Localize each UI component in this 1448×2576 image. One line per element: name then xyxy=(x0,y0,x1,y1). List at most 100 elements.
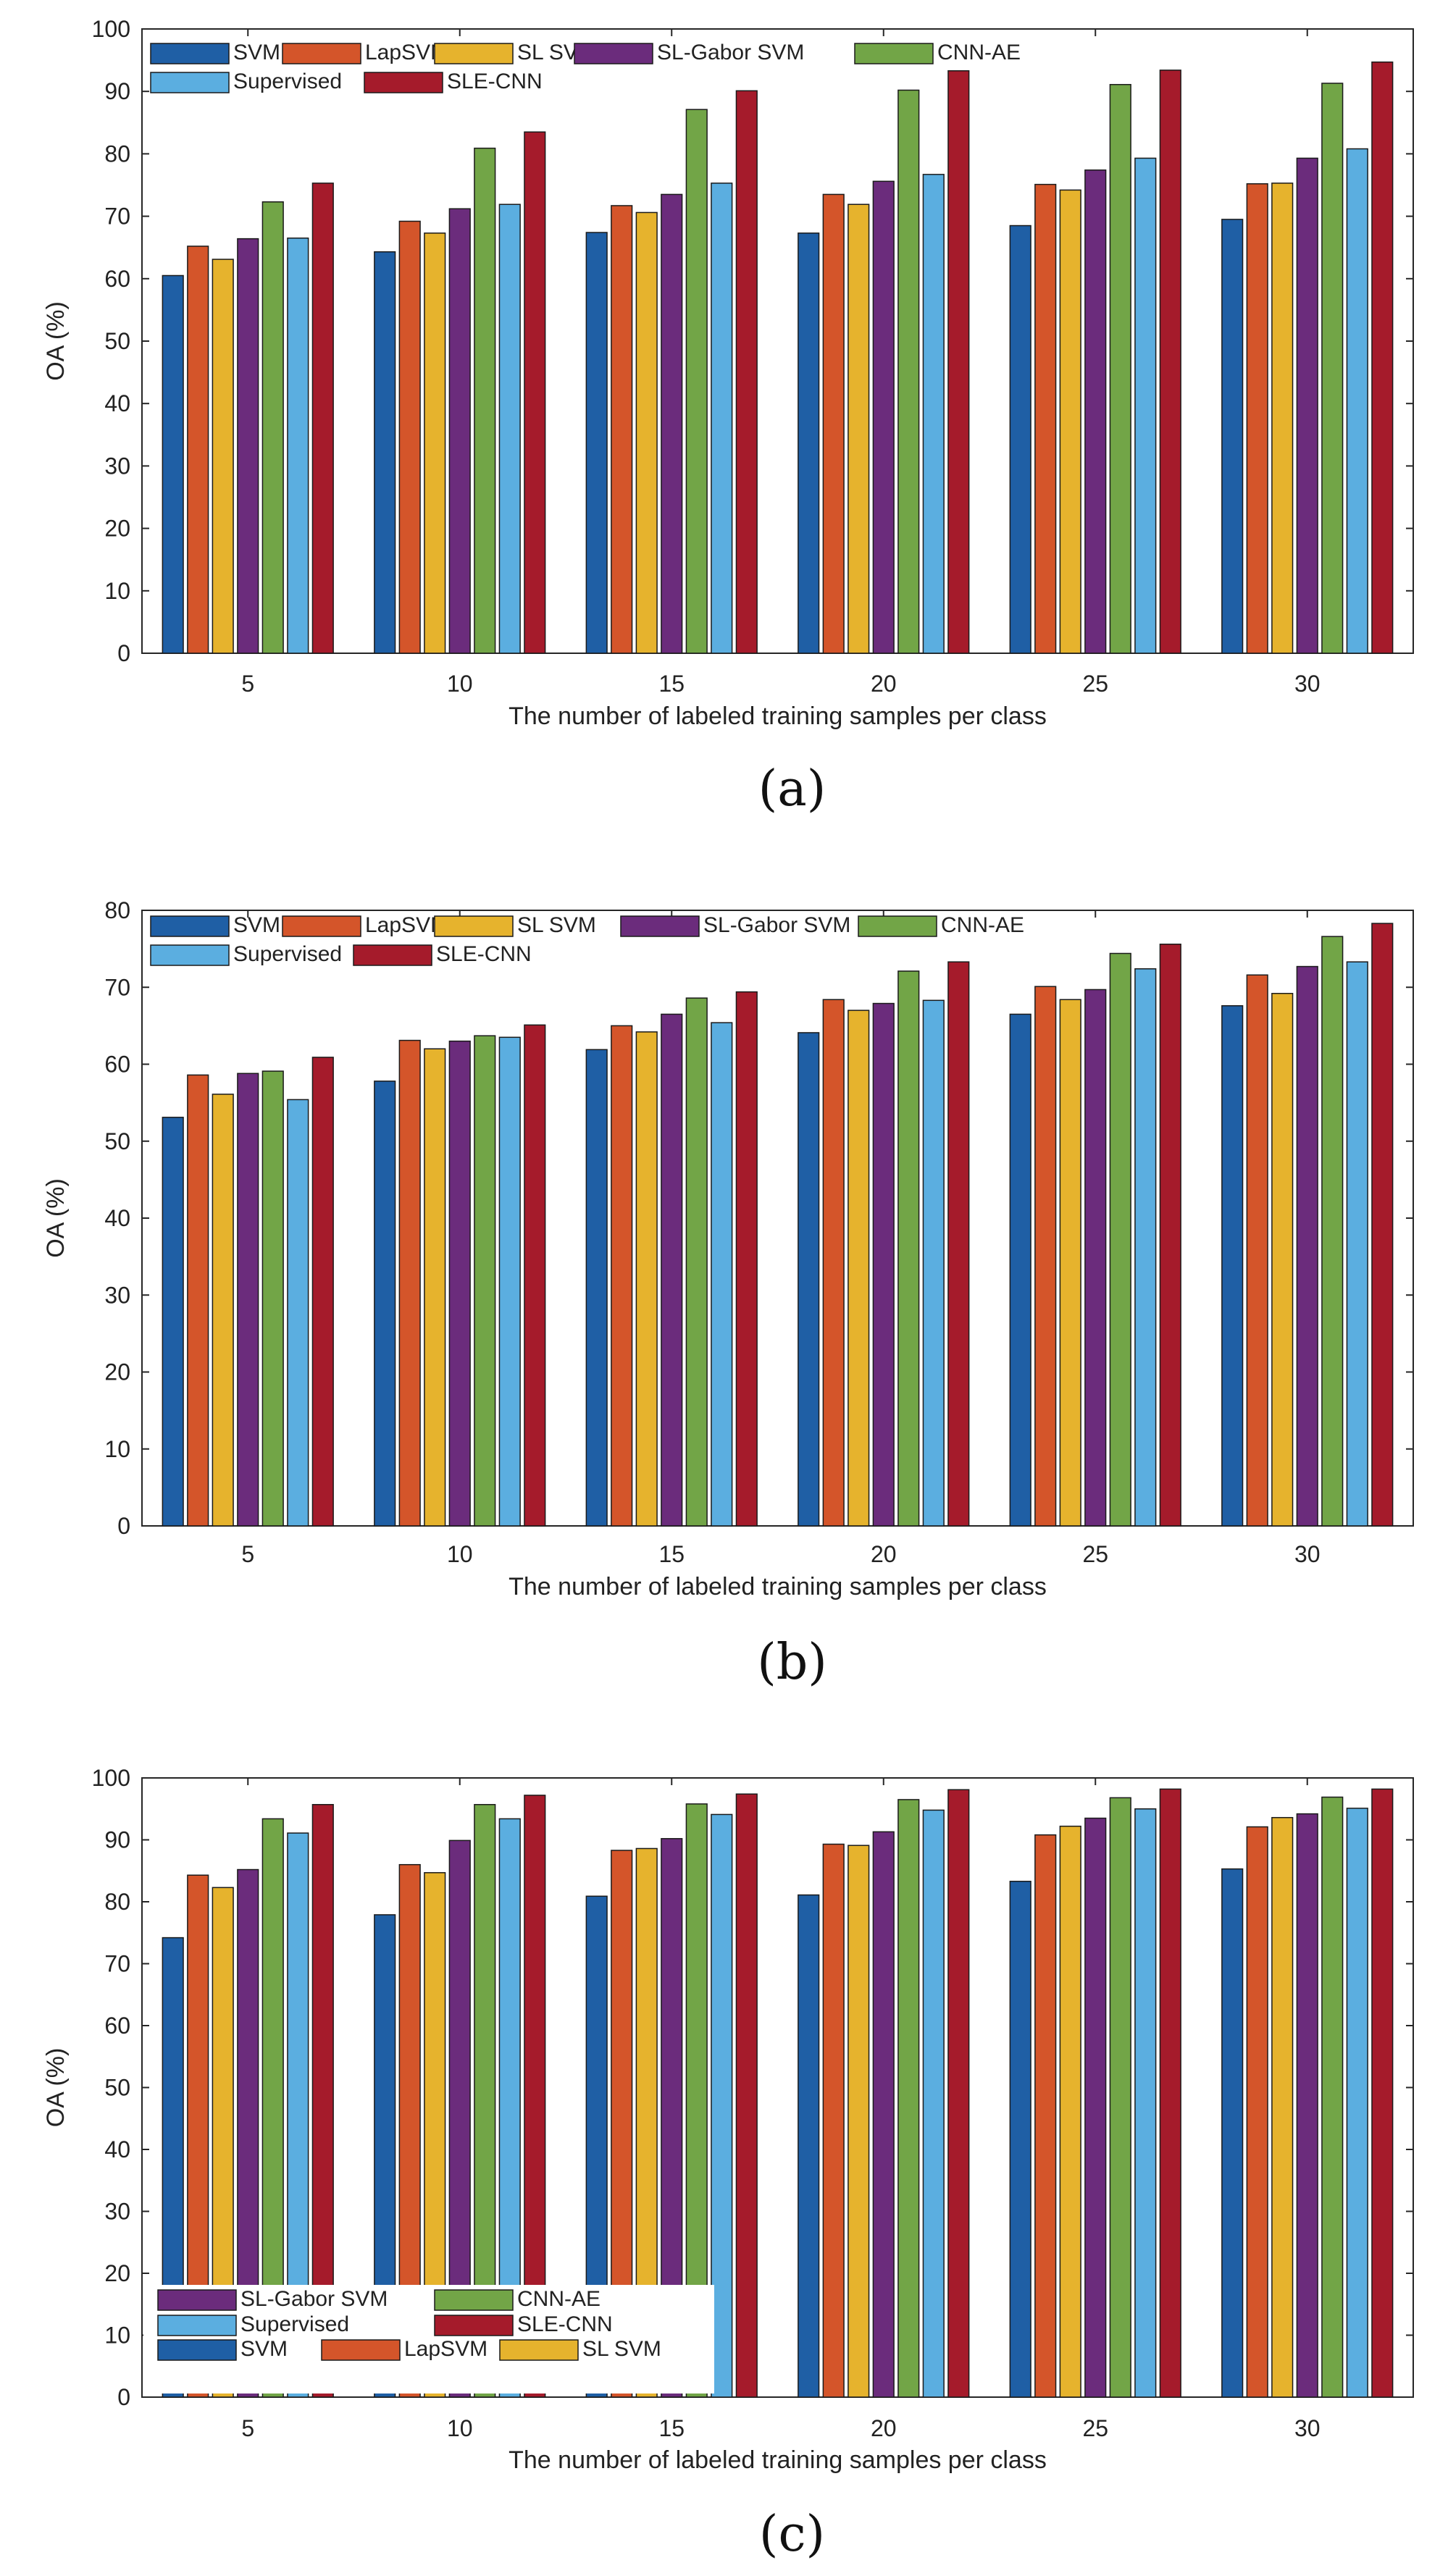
bar-sl-svm-20 xyxy=(848,1010,870,1527)
legend: SVM LapSVM SL SVM SL-Gabor SVM CNN-AESupervi… xyxy=(150,41,1021,93)
x-tick-label: 30 xyxy=(1294,1541,1321,1567)
figure-caption: (b) xyxy=(757,1634,827,1691)
y-tick-label: 0 xyxy=(117,640,130,666)
y-tick-label: 80 xyxy=(104,897,130,923)
bar-lapsvm-25 xyxy=(1034,1834,1057,2398)
legend-swatch-sle-cnn xyxy=(434,2315,514,2336)
legend-swatch-svm xyxy=(157,2339,237,2361)
y-tick-label: 70 xyxy=(104,974,130,1000)
y-tick-label: 20 xyxy=(104,2260,130,2286)
bar-lapsvm-20 xyxy=(822,193,845,654)
bar-svm-5 xyxy=(162,274,184,654)
y-tick-label: 40 xyxy=(104,2136,130,2162)
bar-lapsvm-10 xyxy=(398,1039,421,1527)
bar-supervised-10 xyxy=(498,204,521,654)
legend-label-lapsvm: LapSVM xyxy=(404,2337,487,2361)
y-tick-label: 20 xyxy=(104,516,130,542)
bar-lapsvm-30 xyxy=(1246,183,1268,654)
y-axis-label: OA (%) xyxy=(42,1178,70,1258)
x-tick-label: 20 xyxy=(871,1541,897,1567)
bar-sle-cnn-10 xyxy=(524,131,546,654)
bar-supervised-15 xyxy=(711,1813,733,2398)
bar-sl-gabor-svm-5 xyxy=(237,238,259,654)
legend-label-sle-cnn: SLE-CNN xyxy=(517,2312,613,2336)
bar-lapsvm-10 xyxy=(398,220,421,654)
bar-sl-gabor-svm-20 xyxy=(872,1002,895,1527)
legend-label-svm: SVM xyxy=(240,2337,288,2361)
legend-swatch-cnn-ae xyxy=(854,43,934,64)
bar-sl-svm-30 xyxy=(1271,993,1294,1527)
bar-svm-10 xyxy=(374,251,396,654)
bar-sl-svm-20 xyxy=(848,204,870,654)
legend-swatch-sl-svm xyxy=(434,43,514,64)
y-tick-label: 30 xyxy=(104,2199,130,2225)
legend-swatch-sl-gabor-svm xyxy=(620,915,700,937)
bar-sle-cnn-20 xyxy=(947,961,970,1527)
bar-sl-gabor-svm-30 xyxy=(1296,1813,1318,2398)
bar-sl-gabor-svm-10 xyxy=(448,1040,471,1527)
bar-svm-15 xyxy=(585,1049,608,1527)
y-tick-label: 20 xyxy=(104,1359,130,1385)
bar-sle-cnn-5 xyxy=(311,1057,334,1527)
bar-cnn-ae-5 xyxy=(261,1070,284,1527)
y-tick-label: 60 xyxy=(104,266,130,292)
legend-swatch-cnn-ae xyxy=(858,915,937,937)
bar-supervised-5 xyxy=(287,238,309,654)
bar-cnn-ae-20 xyxy=(897,1799,920,2398)
legend-label-cnn-ae: CNN-AE xyxy=(517,2287,600,2311)
bar-svm-30 xyxy=(1221,219,1244,654)
bar-sl-svm-25 xyxy=(1059,189,1081,654)
bar-sle-cnn-30 xyxy=(1371,1788,1394,2398)
bar-sl-svm-25 xyxy=(1059,1825,1081,2398)
bar-sl-svm-10 xyxy=(424,1048,446,1527)
legend-swatch-supervised xyxy=(150,944,230,966)
legend-swatch-svm xyxy=(150,915,230,937)
bar-sle-cnn-25 xyxy=(1159,1788,1181,2398)
bar-supervised-25 xyxy=(1134,968,1157,1527)
legend-swatch-lapsvm xyxy=(321,2339,401,2361)
x-tick-label: 15 xyxy=(658,1541,685,1567)
bar-cnn-ae-25 xyxy=(1109,83,1131,654)
y-tick-label: 90 xyxy=(104,1827,130,1853)
bar-supervised-30 xyxy=(1346,148,1368,654)
legend-label-cnn-ae: CNN-AE xyxy=(941,913,1024,937)
bar-cnn-ae-30 xyxy=(1321,936,1344,1527)
y-tick-label: 60 xyxy=(104,2013,130,2039)
y-tick-label: 100 xyxy=(92,1765,130,1791)
bar-sl-gabor-svm-5 xyxy=(237,1073,259,1527)
y-tick-label: 30 xyxy=(104,1282,130,1308)
bar-cnn-ae-20 xyxy=(897,89,920,654)
bar-sl-svm-10 xyxy=(424,232,446,654)
legend-swatch-cnn-ae xyxy=(434,2289,514,2311)
bar-sl-svm-30 xyxy=(1271,1816,1294,2398)
bar-cnn-ae-25 xyxy=(1109,952,1131,1527)
bar-cnn-ae-10 xyxy=(474,147,496,654)
bar-sle-cnn-25 xyxy=(1159,70,1181,654)
x-axis-label: The number of labeled training samples p… xyxy=(509,702,1047,730)
bar-sle-cnn-25 xyxy=(1159,944,1181,1527)
bar-sl-gabor-svm-15 xyxy=(661,193,683,654)
y-tick-label: 50 xyxy=(104,328,130,354)
y-tick-label: 50 xyxy=(104,2075,130,2101)
bar-sl-svm-20 xyxy=(848,1845,870,2398)
bar-sle-cnn-5 xyxy=(311,182,334,654)
bar-svm-30 xyxy=(1221,1868,1244,2398)
y-axis-label: OA (%) xyxy=(42,2048,70,2128)
chart-1: 0 10 20 30 40 50 60 70 80 OA (%) 5 10 15 20 25 30 The nu… xyxy=(42,897,1414,1691)
bar-cnn-ae-30 xyxy=(1321,1796,1344,2398)
bar-sl-gabor-svm-25 xyxy=(1084,989,1107,1527)
bar-supervised-30 xyxy=(1346,961,1368,1527)
bar-sle-cnn-20 xyxy=(947,1789,970,2398)
bar-svm-30 xyxy=(1221,1005,1244,1527)
x-tick-label: 25 xyxy=(1082,671,1108,697)
bar-supervised-10 xyxy=(498,1036,521,1527)
x-axis-label: The number of labeled training samples p… xyxy=(509,1573,1047,1600)
bar-svm-5 xyxy=(162,1117,184,1527)
bar-sl-gabor-svm-15 xyxy=(661,1013,683,1527)
legend-swatch-sle-cnn xyxy=(353,944,432,966)
bar-cnn-ae-5 xyxy=(261,201,284,654)
bar-svm-25 xyxy=(1009,1881,1031,2398)
y-tick-label: 0 xyxy=(117,1513,130,1539)
bar-cnn-ae-10 xyxy=(474,1035,496,1527)
